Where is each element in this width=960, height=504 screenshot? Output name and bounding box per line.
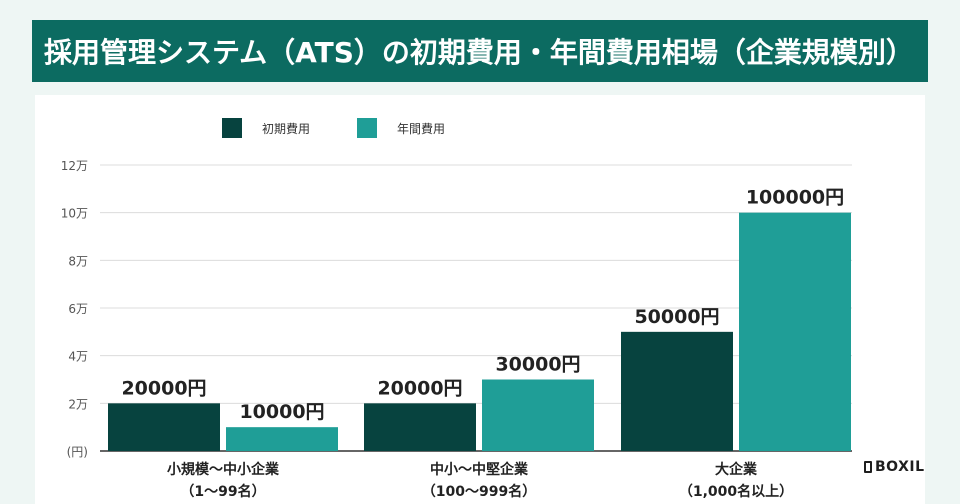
x-category-label: （1,000名以上）	[679, 483, 793, 500]
legend-label: 年間費用	[397, 121, 445, 136]
y-tick-label: (円)	[67, 445, 88, 459]
legend-label: 初期費用	[262, 121, 310, 136]
y-tick-label: 6万	[68, 302, 88, 316]
data-label: 50000円	[634, 306, 719, 328]
y-tick-label: 12万	[61, 159, 88, 173]
x-category-label: 中小～中堅企業	[430, 461, 529, 478]
page-title: 採用管理システム（ATS）の初期費用・年間費用相場（企業規模別）	[44, 36, 914, 69]
brand-name: BOXIL	[875, 459, 925, 475]
legend-swatch	[222, 118, 242, 138]
legend-swatch	[357, 118, 377, 138]
data-label: 100000円	[746, 187, 844, 209]
bar-annual	[482, 379, 594, 451]
boxil-logo-icon	[864, 461, 872, 473]
bar-annual	[226, 427, 338, 451]
bar-annual	[739, 212, 851, 451]
data-label: 20000円	[121, 377, 206, 399]
x-category-label: 小規模～中小企業	[167, 461, 280, 478]
bar-initial	[108, 403, 220, 451]
y-tick-label: 10万	[61, 207, 88, 221]
data-label: 10000円	[239, 401, 324, 423]
y-tick-label: 4万	[68, 350, 88, 364]
y-tick-label: 8万	[68, 254, 88, 268]
y-tick-label: 2万	[68, 397, 88, 411]
data-label: 30000円	[495, 354, 580, 376]
x-category-label: （1～99名）	[180, 483, 265, 500]
title-bar: 採用管理システム（ATS）の初期費用・年間費用相場（企業規模別）	[32, 20, 928, 82]
x-category-label: 大企業	[715, 461, 758, 478]
bar-initial	[364, 403, 476, 451]
brand-logo: BOXIL	[864, 459, 925, 475]
x-category-label: （100～999名）	[422, 483, 536, 500]
bar-initial	[621, 331, 733, 451]
data-label: 20000円	[377, 377, 462, 399]
